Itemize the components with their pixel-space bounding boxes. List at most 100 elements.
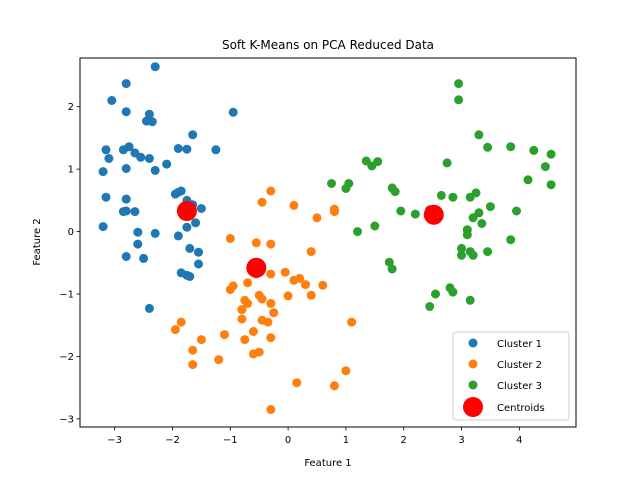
cluster-1-point (130, 207, 140, 217)
cluster-3-point (454, 95, 464, 105)
cluster-3-point (468, 250, 478, 260)
cluster-3-point (465, 192, 475, 202)
cluster-1-point (139, 253, 149, 263)
cluster-3-point (512, 206, 521, 216)
cluster-2-point (329, 381, 339, 391)
cluster-2-point (289, 200, 299, 210)
cluster-3-point (425, 302, 435, 311)
legend-marker-centroids (463, 397, 483, 417)
cluster-2-point (176, 317, 186, 327)
cluster-1-point (133, 239, 143, 249)
cluster-1-point (194, 259, 203, 269)
legend-label-centroids: Centroids (497, 403, 545, 414)
centroid-point (176, 201, 197, 221)
legend-label-cluster-3: Cluster 3 (497, 381, 542, 392)
cluster-3-point (457, 243, 466, 253)
cluster-2-point (243, 278, 253, 288)
cluster-1-point (144, 109, 154, 119)
cluster-3-point (353, 227, 362, 237)
cluster-3-point (477, 219, 487, 228)
x-tick-label: 2 (401, 435, 407, 446)
cluster-1-point (194, 247, 203, 257)
cluster-2-point (280, 267, 290, 277)
cluster-3-point (442, 158, 452, 168)
cluster-2-point (283, 291, 293, 301)
cluster-3-point (384, 257, 394, 267)
cluster-2-point (306, 290, 316, 300)
cluster-1-point (228, 107, 238, 117)
cluster-1-point (150, 165, 160, 175)
cluster-2-point (318, 280, 328, 290)
cluster-3-point (341, 184, 351, 193)
cluster-1-point (133, 227, 143, 237)
legend-marker-cluster-1 (468, 338, 478, 348)
cluster-2-point (248, 349, 258, 359)
x-axis-label: Feature 1 (304, 458, 351, 469)
centroid-points (176, 201, 444, 278)
cluster-3-point (431, 289, 440, 299)
cluster-2-point (188, 360, 198, 370)
cluster-2-point (225, 285, 235, 295)
y-tick-label: 1 (68, 165, 74, 176)
cluster-3-point (462, 230, 472, 240)
chart-title: Soft K-Means on PCA Reduced Data (222, 38, 434, 52)
data-points (98, 62, 556, 414)
cluster-3-point (387, 264, 397, 274)
legend: Cluster 1 Cluster 2 Cluster 3 Centroids (452, 331, 570, 421)
x-tick-label: −1 (223, 435, 238, 446)
cluster-3-point (327, 179, 336, 188)
cluster-2-point (240, 335, 250, 345)
legend-box (452, 331, 570, 421)
cluster-3-point (546, 149, 556, 159)
cluster-1-point (162, 159, 172, 169)
cluster-2-point (214, 355, 224, 365)
cluster-2-point (295, 273, 305, 283)
x-tick-label: 4 (516, 435, 522, 446)
cluster-1-point (196, 204, 206, 213)
cluster-1-point (107, 96, 117, 105)
cluster-3-point (523, 175, 533, 185)
cluster-1-point (121, 194, 131, 204)
cluster-1-point (101, 192, 111, 202)
cluster-3-point (506, 142, 516, 152)
cluster-1-point (98, 167, 108, 177)
cluster-1-point (144, 303, 154, 313)
x-tick-label: −3 (107, 435, 122, 446)
cluster-2-point (306, 247, 316, 257)
cluster-3-point (485, 202, 495, 212)
cluster-3-point (448, 287, 458, 297)
cluster-2-point (266, 405, 276, 414)
y-tick-label: −1 (59, 290, 74, 301)
cluster-3-point (396, 206, 406, 216)
legend-marker-cluster-3 (468, 380, 478, 390)
cluster-1-point (104, 154, 114, 163)
legend-label-cluster-2: Cluster 2 (497, 360, 542, 371)
cluster-2-point (266, 186, 276, 196)
cluster-1-point (173, 231, 183, 241)
cluster-3-point (540, 162, 550, 172)
legend-label-cluster-1: Cluster 1 (497, 339, 542, 350)
cluster-3-point (454, 79, 464, 89)
x-tick-label: 0 (285, 435, 291, 446)
cluster-1-point (211, 145, 221, 155)
cluster-1-point (98, 222, 108, 232)
cluster-2-point (266, 269, 276, 279)
cluster-1-point (173, 144, 183, 153)
cluster-2-point (312, 213, 322, 223)
cluster-1-point (136, 152, 146, 162)
cluster-3-point (529, 145, 539, 155)
cluster-2-point (341, 366, 351, 376)
cluster-1-point (118, 145, 128, 155)
cluster-3-point (506, 235, 516, 245)
cluster-1-point (182, 222, 192, 232)
cluster-2-point (243, 298, 253, 308)
y-tick-label: −2 (59, 352, 74, 363)
cluster-2-point (263, 317, 273, 327)
cluster-2-point (170, 325, 180, 335)
y-axis-ticks: −3 −2 −1 0 1 2 (59, 102, 80, 425)
y-tick-label: −3 (59, 414, 74, 425)
cluster-3-point (448, 192, 458, 202)
cluster-1-point (182, 144, 192, 154)
cluster-3-point (410, 209, 420, 219)
